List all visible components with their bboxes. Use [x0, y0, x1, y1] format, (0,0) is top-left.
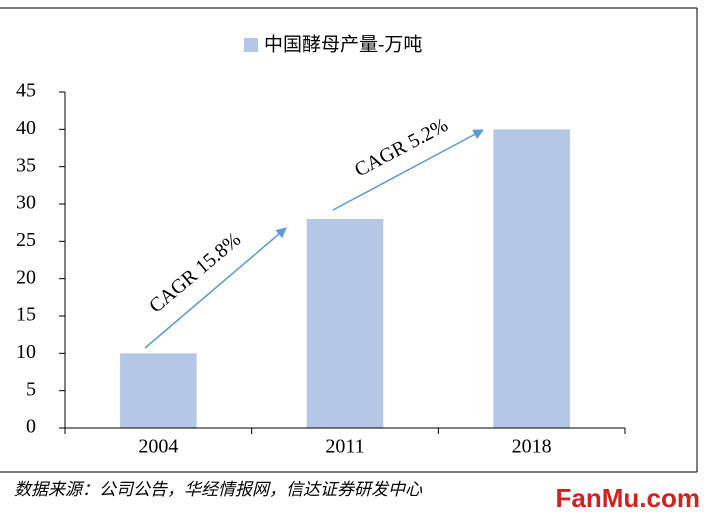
y-tick-label: 20 — [16, 266, 36, 288]
x-tick-label: 2004 — [138, 436, 178, 458]
watermark: FanMu.com — [556, 483, 700, 513]
y-tick-label: 25 — [16, 229, 36, 251]
y-tick-label: 45 — [16, 80, 36, 102]
y-tick-label: 10 — [16, 341, 36, 363]
y-tick-label: 15 — [16, 304, 36, 326]
y-tick-label: 5 — [26, 378, 36, 400]
y-tick-label: 0 — [26, 416, 36, 438]
y-tick-label: 40 — [16, 117, 36, 139]
arrow — [332, 129, 484, 211]
x-tick-label: 2018 — [512, 436, 552, 458]
y-tick-label: 30 — [16, 192, 36, 214]
x-tick-label: 2011 — [325, 436, 364, 458]
y-tick-label: 35 — [16, 154, 36, 176]
arrow — [144, 227, 287, 349]
plot: 0 5 10 15 20 25 30 35 40 45 2004 2011 2018 — [16, 80, 626, 458]
bar — [120, 353, 197, 428]
source: 数据来源：公司公告，华经情报网，信达证券研发中心 — [14, 480, 423, 499]
legend-label: 中国酵母产量-万吨 — [264, 33, 422, 55]
legend-swatch — [244, 38, 258, 52]
bar — [493, 129, 570, 429]
bar — [306, 218, 384, 428]
annotation: CAGR 15.8% — [145, 228, 245, 317]
annotation: CAGR 5.2% — [351, 114, 452, 181]
